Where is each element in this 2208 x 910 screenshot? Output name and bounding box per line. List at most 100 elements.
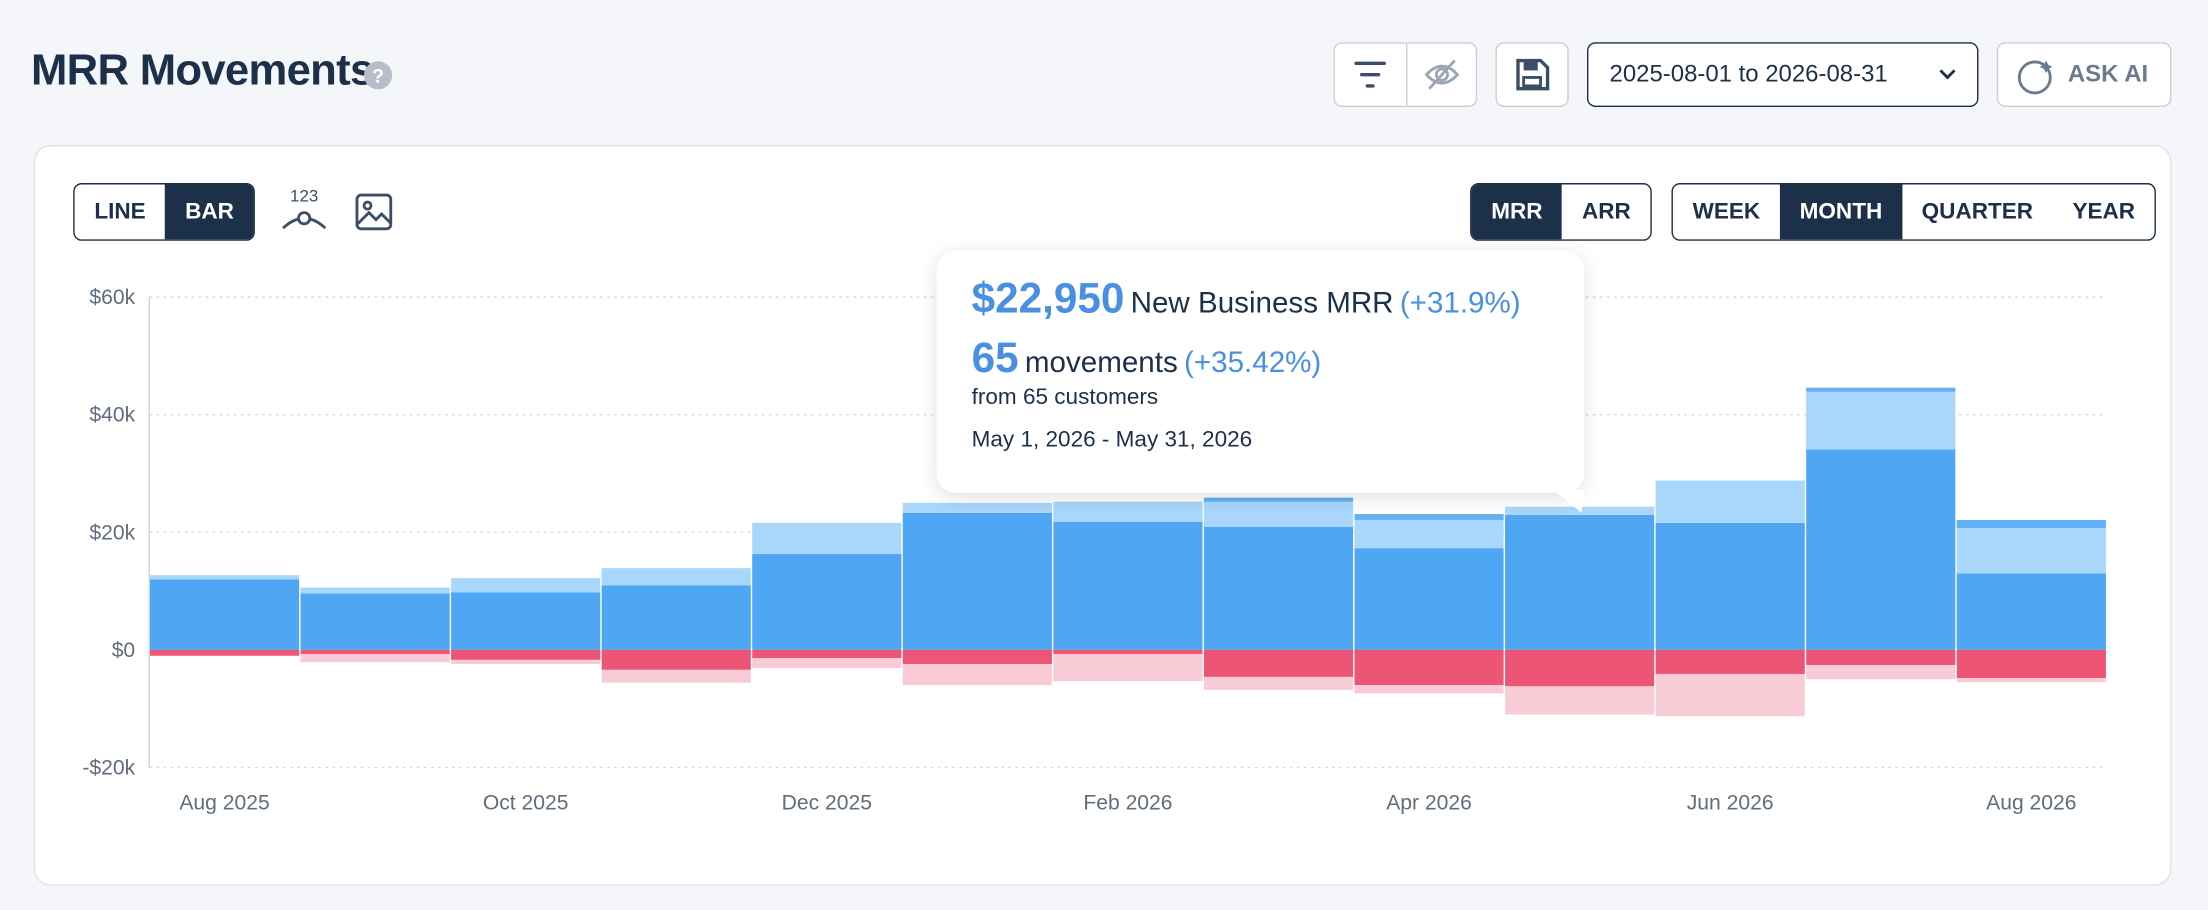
toggle-option[interactable]: LINE xyxy=(94,199,146,224)
tooltip-count-row: 65 movements (+35.42%) xyxy=(972,335,1549,383)
ask-ai-button[interactable]: ASK AI xyxy=(1996,42,2172,108)
svg-text:?: ? xyxy=(372,65,384,87)
bar-segment xyxy=(1806,665,1956,680)
bar-segment xyxy=(1354,649,1504,686)
ai-icon xyxy=(2017,60,2053,95)
tooltip-amount: $22,950 xyxy=(971,275,1125,323)
bar-segment xyxy=(1053,649,1203,654)
bar-segment xyxy=(601,585,751,650)
bar-segment xyxy=(1505,686,1655,715)
bar-segment xyxy=(1655,522,1805,650)
tooltip-count-label: movements xyxy=(1024,346,1178,379)
toggle-option[interactable]: YEAR xyxy=(2072,199,2136,224)
toggle-option[interactable]: BAR xyxy=(165,184,254,240)
bar-segment xyxy=(149,649,300,656)
bar-segment xyxy=(601,568,751,586)
bar-segment xyxy=(902,502,1052,513)
toggle-option[interactable]: MONTH xyxy=(1779,184,1902,240)
labels-toggle[interactable]: 123 xyxy=(280,186,328,237)
toggle-option[interactable]: WEEK xyxy=(1692,199,1761,224)
x-tick-label: Feb 2026 xyxy=(1083,792,1172,815)
bar-segment xyxy=(1956,649,2106,679)
bar-segment xyxy=(752,649,902,659)
y-tick-label: $20k xyxy=(89,521,135,544)
bar-segment xyxy=(1053,501,1203,522)
metric-toggle: MRR ARR xyxy=(1470,183,1652,241)
bar-segment xyxy=(300,593,450,650)
toggle-option[interactable]: ARR xyxy=(1581,199,1631,224)
tooltip: $22,950 New Business MRR (+31.9%) 65 mov… xyxy=(936,250,1585,513)
date-range: 2025-08-01 to 2026-08-31 xyxy=(1609,60,1888,88)
save-icon xyxy=(1516,58,1550,91)
bar-segment xyxy=(752,658,902,669)
tooltip-series: New Business MRR xyxy=(1130,287,1394,320)
tooltip-change: (+31.9%) xyxy=(1399,287,1521,320)
bar-segment xyxy=(601,669,751,683)
image-export[interactable] xyxy=(355,193,393,231)
bar-segment xyxy=(752,554,902,650)
bar-segment xyxy=(902,512,1052,650)
y-tick-label: $60k xyxy=(89,286,135,309)
tooltip-period: May 1, 2026 - May 31, 2026 xyxy=(971,428,1253,453)
x-tick-label: Dec 2025 xyxy=(782,792,872,815)
bar-segment xyxy=(451,659,601,664)
bar-segment xyxy=(1354,548,1504,650)
bar-segment xyxy=(1505,649,1655,687)
bar-segment xyxy=(1203,676,1354,690)
bar-segment xyxy=(752,522,902,555)
bar-segment xyxy=(1203,526,1354,650)
labels-icon-text: 123 xyxy=(290,185,319,206)
toggle-option[interactable]: QUARTER xyxy=(1921,199,2034,224)
bar-segment xyxy=(1956,519,2106,529)
bar-segment xyxy=(1806,449,1956,650)
bar-segment xyxy=(601,649,751,670)
y-tick-label: -$20k xyxy=(82,756,135,779)
bar-segment xyxy=(1956,573,2106,650)
bar-segment xyxy=(451,578,601,593)
bar-segment xyxy=(1203,649,1354,677)
bar-segment xyxy=(1053,653,1203,682)
ask-ai-label: ASK AI xyxy=(2067,60,2149,88)
bar-segment xyxy=(1203,497,1354,502)
bar-segment xyxy=(902,663,1052,686)
bar-segment xyxy=(300,653,450,663)
date-picker[interactable]: 2025-08-01 to 2026-08-31 xyxy=(1586,42,1979,108)
tooltip-count: 65 xyxy=(971,335,1019,382)
bar-segment xyxy=(300,587,450,594)
bar-segment xyxy=(451,592,601,650)
tooltip-amount-row: $22,950 New Business MRR (+31.9%) xyxy=(972,276,1549,324)
bar-segment xyxy=(149,579,300,650)
bar-segment xyxy=(1956,678,2106,683)
bar-segment xyxy=(1655,480,1805,523)
bar-segment xyxy=(1655,649,1805,674)
x-tick-label: Apr 2026 xyxy=(1386,792,1472,815)
x-tick-label: Oct 2025 xyxy=(483,792,569,815)
bar-segment xyxy=(1203,501,1354,527)
toggle-option[interactable]: MRR xyxy=(1471,184,1563,240)
bar-segment xyxy=(1053,521,1203,650)
bar-segment xyxy=(300,649,450,654)
view-options xyxy=(1333,42,1478,108)
bar-segment xyxy=(451,649,601,660)
labels-icon xyxy=(282,211,327,230)
bar-segment xyxy=(1354,514,1504,520)
x-tick-label: Aug 2025 xyxy=(179,792,269,815)
bar-segment xyxy=(1806,387,1956,392)
bar-segment xyxy=(1655,673,1805,717)
tooltip-count-change: (+35.42%) xyxy=(1184,346,1322,379)
save-button[interactable] xyxy=(1495,42,1569,108)
bar-segment xyxy=(1956,528,2106,574)
bar-segment xyxy=(149,575,300,580)
chevron xyxy=(1939,69,1956,80)
period-toggle: WEEK MONTH QUARTER YEAR xyxy=(1671,183,2157,241)
bar-segment xyxy=(1806,391,1956,450)
bar-segment xyxy=(1354,519,1504,549)
chart-type-toggle: LINE BAR xyxy=(73,183,256,241)
y-tick-label: $40k xyxy=(89,404,135,427)
x-tick-label: Jun 2026 xyxy=(1687,792,1774,815)
help-icon[interactable]: ? xyxy=(363,61,393,91)
tooltip-pointer xyxy=(1553,490,1585,513)
